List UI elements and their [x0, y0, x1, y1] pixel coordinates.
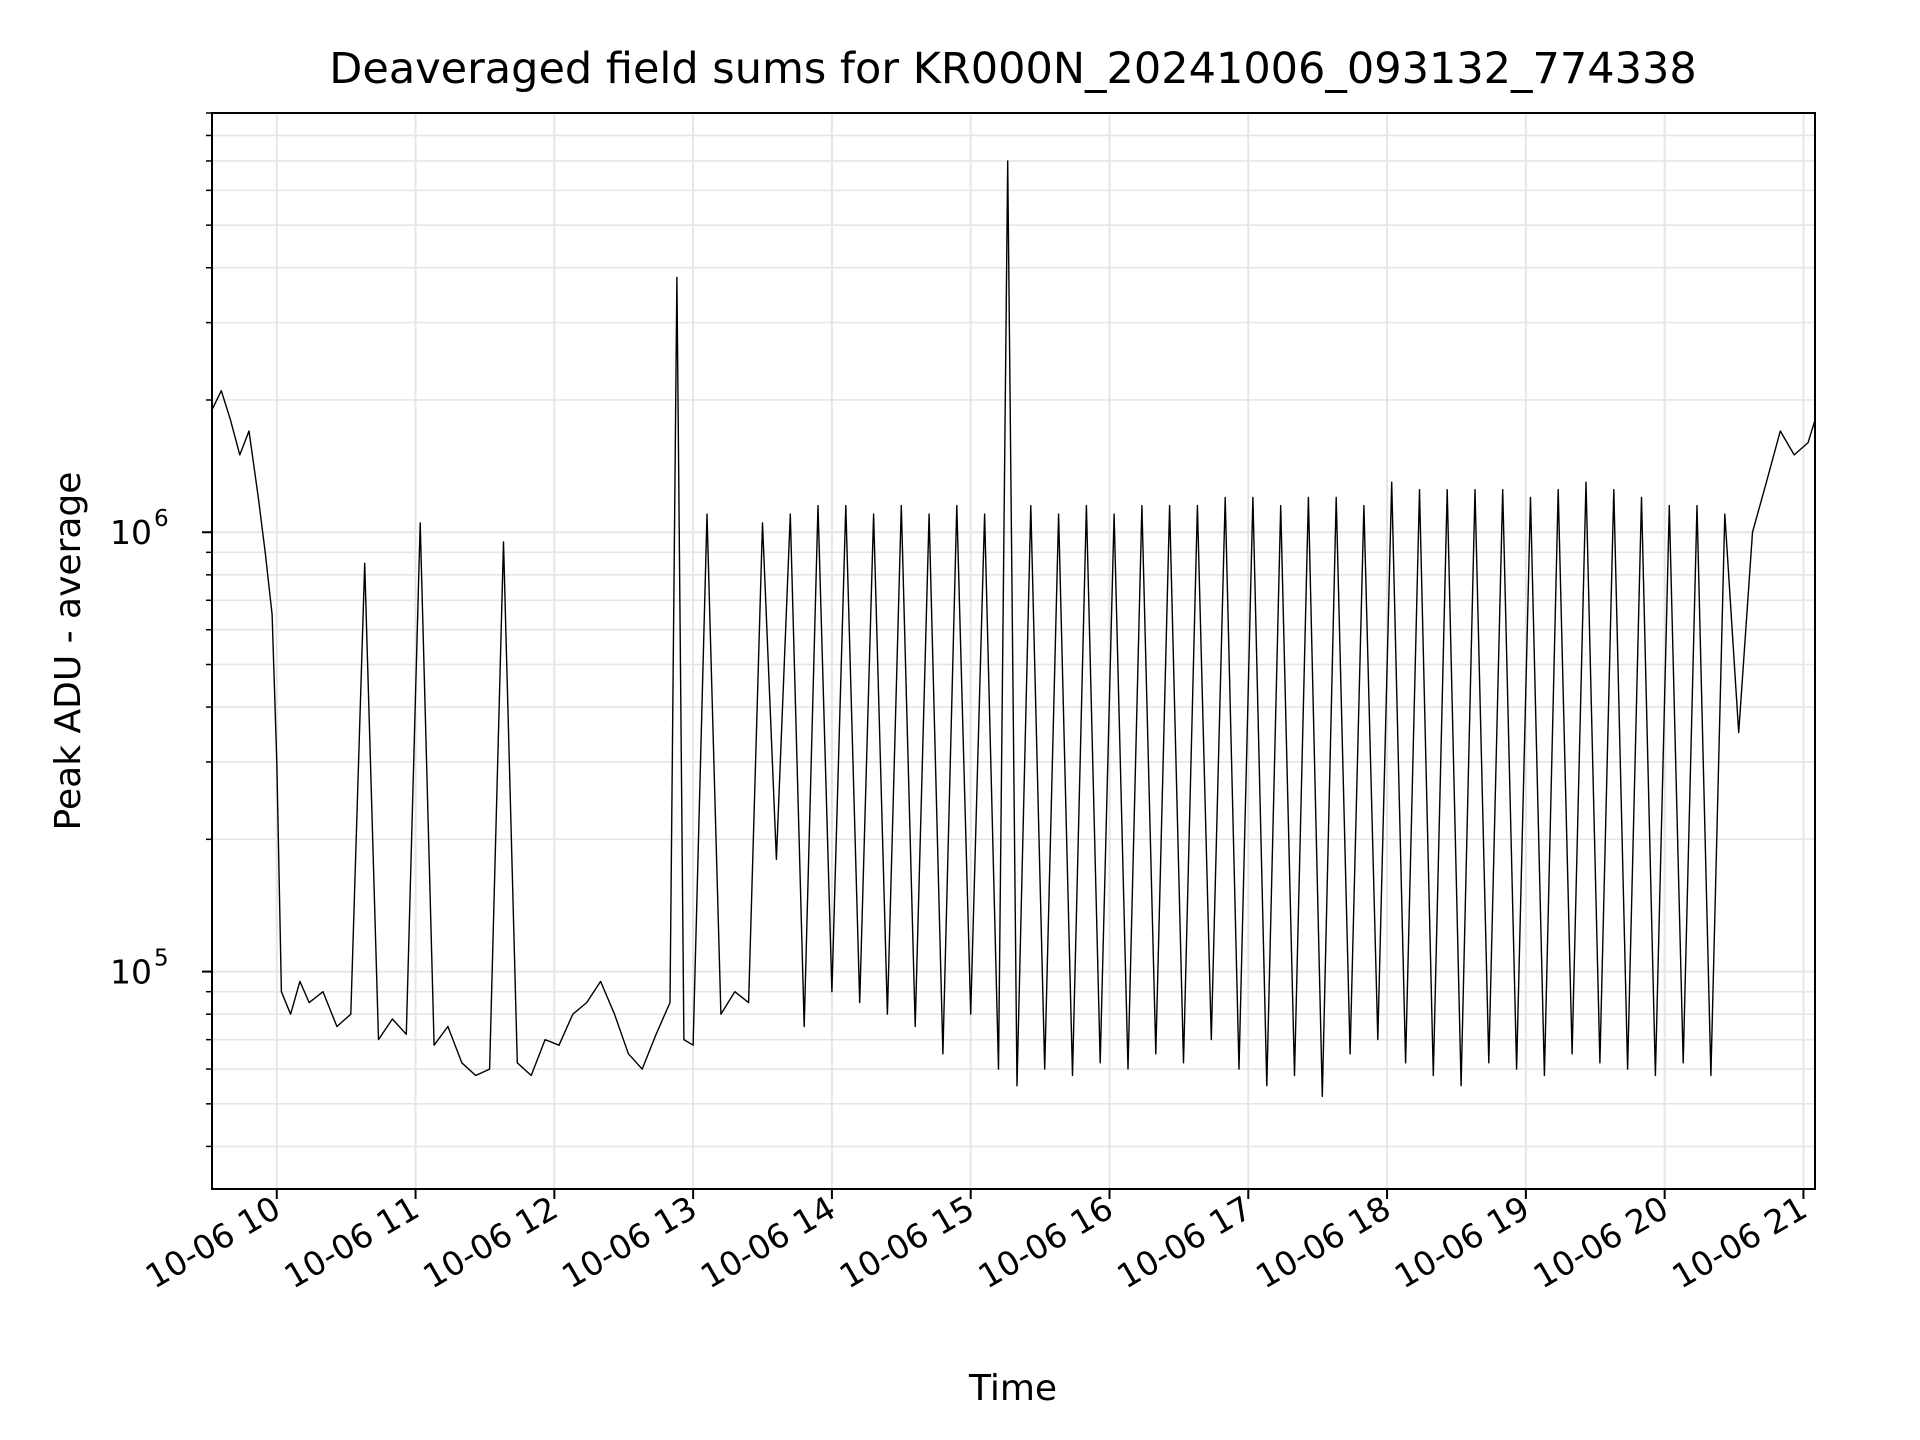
series-line: [211, 160, 1816, 1098]
axes-frame: [211, 112, 1816, 1190]
y-axis-label: Peak ADU - average: [48, 472, 89, 831]
y-tick-label-exponent: 6: [154, 506, 169, 532]
y-tick-label-exponent: 5: [154, 946, 169, 972]
y-tick-label: 10: [110, 953, 152, 992]
x-axis-label: Time: [968, 1368, 1057, 1409]
y-tick-label: 10: [110, 513, 152, 552]
series-layer: [211, 160, 1816, 1098]
chart-title: Deaveraged field sums for KR000N_2024100…: [329, 44, 1696, 94]
